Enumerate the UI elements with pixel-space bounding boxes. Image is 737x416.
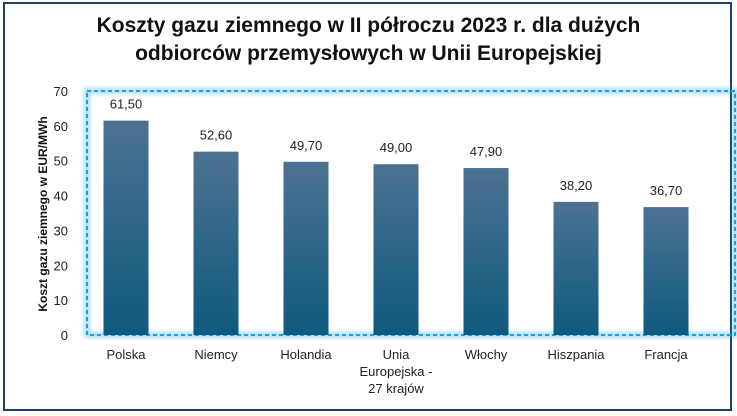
- x-tick-label: Hiszpania: [547, 347, 605, 362]
- x-tick-label: Polska: [106, 347, 146, 362]
- data-label: 61,50: [110, 97, 143, 112]
- bar: [643, 207, 689, 335]
- data-label: 38,20: [560, 178, 593, 193]
- data-label: 52,60: [200, 128, 233, 143]
- y-axis-label: Koszt gazu ziemnego w EUR/MWh: [36, 116, 50, 311]
- x-tick-label: Unia: [383, 347, 411, 362]
- y-tick-label: 50: [54, 154, 68, 169]
- chart-title-line-2: odbiorców przemysłowych w Unii Europejsk…: [135, 42, 602, 65]
- data-label: 49,00: [380, 140, 413, 155]
- y-tick-label: 0: [61, 328, 68, 343]
- chart-title: Koszty gazu ziemnego w II półroczu 2023 …: [0, 12, 737, 68]
- data-label: 47,90: [470, 144, 503, 159]
- y-tick-label: 20: [54, 258, 68, 273]
- x-tick-label: Europejska -: [360, 364, 433, 379]
- bar: [283, 161, 329, 335]
- highlight-box: [86, 90, 736, 336]
- x-tick-label: Włochy: [465, 347, 508, 362]
- data-label: 36,70: [650, 183, 683, 198]
- y-tick-label: 70: [54, 84, 68, 99]
- y-tick-label: 60: [54, 119, 68, 134]
- bar: [193, 151, 239, 335]
- x-tick-label: Francja: [644, 347, 688, 362]
- x-tick-label: Holandia: [280, 347, 332, 362]
- x-tick-label: 27 krajów: [368, 381, 424, 396]
- data-label: 49,70: [290, 138, 323, 153]
- x-tick-label: Niemcy: [194, 347, 238, 362]
- chart-title-line-1: Koszty gazu ziemnego w II półroczu 2023 …: [96, 14, 641, 37]
- bar: [103, 120, 149, 335]
- y-tick-label: 40: [54, 189, 68, 204]
- y-tick-label: 10: [54, 293, 68, 308]
- bar: [373, 164, 419, 335]
- bar: [553, 201, 599, 335]
- y-tick-label: 30: [54, 223, 68, 238]
- bar: [463, 168, 509, 335]
